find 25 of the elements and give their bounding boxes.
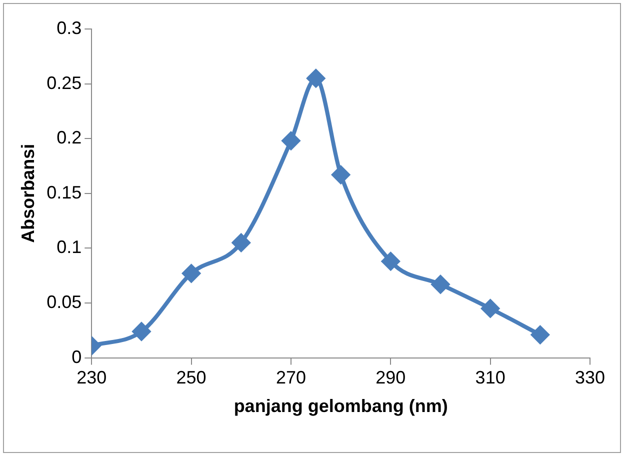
y-tick-label: 0.2 (56, 128, 82, 148)
y-tick-label: 0.3 (56, 18, 82, 38)
y-tick-label: 0.1 (56, 237, 82, 258)
x-tick-label: 290 (376, 368, 406, 388)
y-tick-label: 0.05 (46, 292, 82, 312)
point (132, 322, 150, 340)
point (481, 299, 500, 318)
x-tick-label: 310 (475, 368, 506, 388)
x-tick-label: 230 (76, 368, 107, 388)
point (531, 326, 550, 344)
y-tick-label: 0 (72, 346, 82, 367)
x-tick-label: 270 (276, 368, 306, 388)
point (306, 69, 325, 88)
y-tick-label: 0.15 (46, 182, 82, 202)
point (232, 234, 250, 252)
point (382, 252, 400, 270)
point (332, 166, 350, 184)
point (282, 132, 300, 150)
x-tick-label: 250 (176, 368, 206, 388)
y-axis-title: Absorbansi (18, 144, 38, 243)
y-tick-label: 0.25 (46, 72, 82, 93)
x-axis-title: panjang gelombang (nm) (234, 396, 448, 416)
x-tick-label: 330 (574, 368, 606, 388)
point (182, 264, 200, 282)
point (431, 275, 450, 294)
